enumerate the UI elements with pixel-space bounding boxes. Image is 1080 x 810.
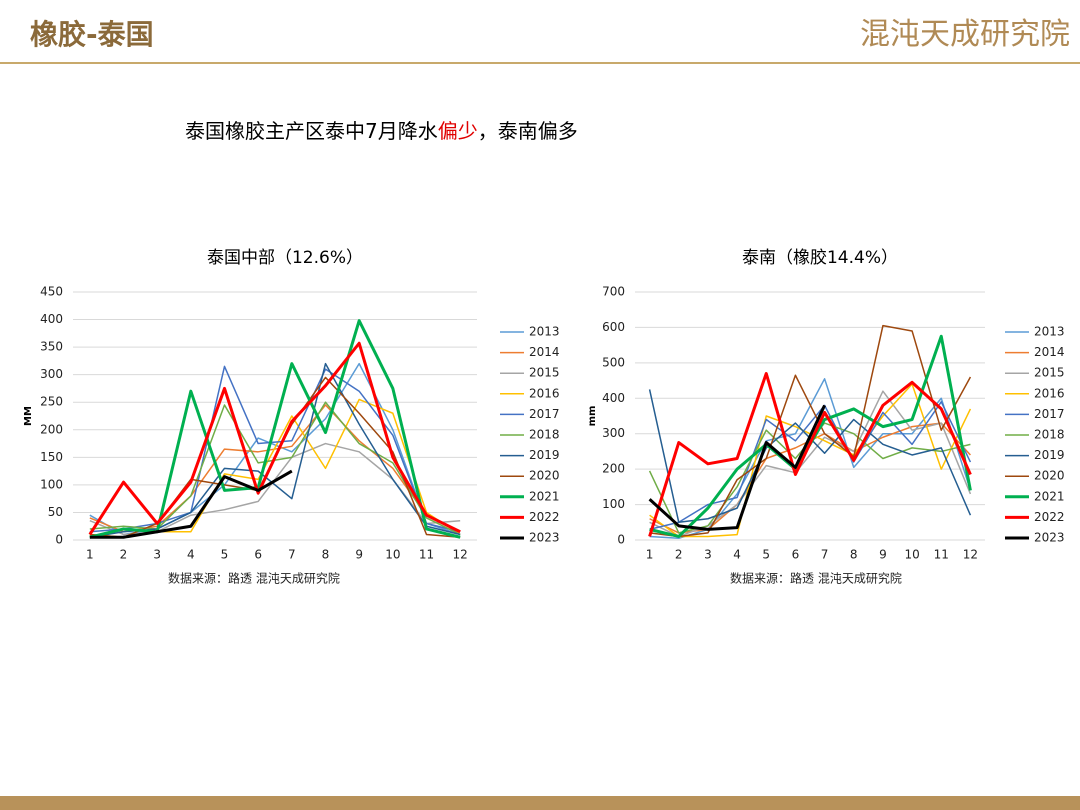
series-line [649, 324, 972, 538]
chart-title: 泰国中部（12.6%） [207, 248, 363, 268]
chart-title: 泰南（橡胶14.4%） [742, 248, 898, 268]
x-tick-label: 12 [453, 548, 468, 562]
series-line [88, 341, 461, 536]
legend-label: 2020 [1034, 469, 1065, 483]
x-tick-label: 6 [792, 548, 800, 562]
legend-label: 2023 [1034, 531, 1065, 545]
legend-label: 2021 [529, 489, 560, 503]
legend-label: 2016 [529, 386, 560, 400]
subtitle: 泰国橡胶主产区泰中7月降水偏少，泰南偏多 [185, 119, 578, 143]
y-tick-label: 400 [40, 312, 63, 326]
y-tick-label: 600 [602, 320, 625, 334]
series-line [648, 371, 972, 537]
legend-label: 2022 [529, 510, 560, 524]
x-tick-label: 8 [850, 548, 858, 562]
source-note: 数据来源：路透 混沌天成研究院 [730, 571, 902, 586]
y-tick-label: 250 [40, 395, 63, 409]
y-tick-label: 500 [602, 355, 625, 369]
y-tick-label: 400 [602, 391, 625, 405]
y-tick-label: 300 [40, 367, 63, 381]
x-tick-label: 4 [187, 548, 195, 562]
header-title: 橡胶-泰国 [30, 18, 154, 51]
x-tick-label: 10 [904, 548, 919, 562]
x-tick-label: 12 [963, 548, 978, 562]
legend-label: 2022 [1034, 510, 1065, 524]
legend-label: 2016 [1034, 386, 1065, 400]
legend-label: 2017 [529, 407, 560, 421]
legend-label: 2021 [1034, 489, 1065, 503]
x-tick-label: 6 [254, 548, 262, 562]
y-tick-label: 150 [40, 450, 63, 464]
legend-label: 2019 [1034, 448, 1065, 462]
x-tick-label: 2 [675, 548, 683, 562]
y-tick-label: 100 [602, 497, 625, 511]
y-axis-label: MM [23, 406, 34, 426]
x-tick-label: 7 [821, 548, 829, 562]
legend-label: 2023 [529, 531, 560, 545]
y-tick-label: 300 [602, 426, 625, 440]
x-tick-label: 8 [322, 548, 330, 562]
series-line [649, 378, 972, 539]
y-tick-label: 0 [55, 533, 63, 547]
x-tick-label: 5 [221, 548, 229, 562]
x-tick-label: 10 [385, 548, 400, 562]
legend-label: 2018 [1034, 428, 1065, 442]
legend-label: 2013 [529, 325, 560, 339]
legend-label: 2015 [1034, 366, 1065, 380]
x-tick-label: 11 [934, 548, 949, 562]
x-tick-label: 9 [355, 548, 363, 562]
legend-label: 2014 [529, 345, 560, 359]
legend-label: 2020 [529, 469, 560, 483]
x-tick-label: 2 [120, 548, 128, 562]
legend-label: 2017 [1034, 407, 1065, 421]
series-line [89, 365, 461, 533]
y-tick-label: 50 [48, 505, 63, 519]
y-tick-label: 700 [602, 285, 625, 299]
y-tick-label: 350 [40, 340, 63, 354]
x-tick-label: 5 [762, 548, 770, 562]
y-tick-label: 100 [40, 477, 63, 491]
y-tick-label: 200 [602, 462, 625, 476]
legend-label: 2015 [529, 366, 560, 380]
subtitle-part: 泰国橡胶主产区泰中7月降水 [185, 119, 438, 143]
legend-label: 2018 [529, 428, 560, 442]
x-tick-label: 9 [879, 548, 887, 562]
y-tick-label: 0 [617, 533, 625, 547]
y-tick-label: 450 [40, 285, 63, 299]
y-axis-label: mm [587, 406, 598, 427]
x-tick-label: 1 [86, 548, 94, 562]
footer-bar [0, 796, 1080, 810]
series-line [89, 362, 461, 538]
x-tick-label: 1 [646, 548, 654, 562]
subtitle-part: 偏少 [438, 119, 478, 143]
series-line [89, 469, 293, 539]
x-tick-label: 7 [288, 548, 296, 562]
legend-label: 2013 [1034, 325, 1065, 339]
x-tick-label: 3 [704, 548, 712, 562]
series-line [648, 404, 826, 531]
series-line [649, 401, 972, 531]
legend-label: 2014 [1034, 345, 1065, 359]
x-tick-label: 4 [733, 548, 741, 562]
source-note: 数据来源：路透 混沌天成研究院 [168, 571, 340, 586]
subtitle-part: ，泰南偏多 [478, 119, 578, 143]
legend-label: 2019 [529, 448, 560, 462]
y-tick-label: 200 [40, 422, 63, 436]
x-tick-label: 3 [153, 548, 161, 562]
x-tick-label: 11 [419, 548, 434, 562]
logo: 混沌天成研究院 [860, 17, 1070, 52]
